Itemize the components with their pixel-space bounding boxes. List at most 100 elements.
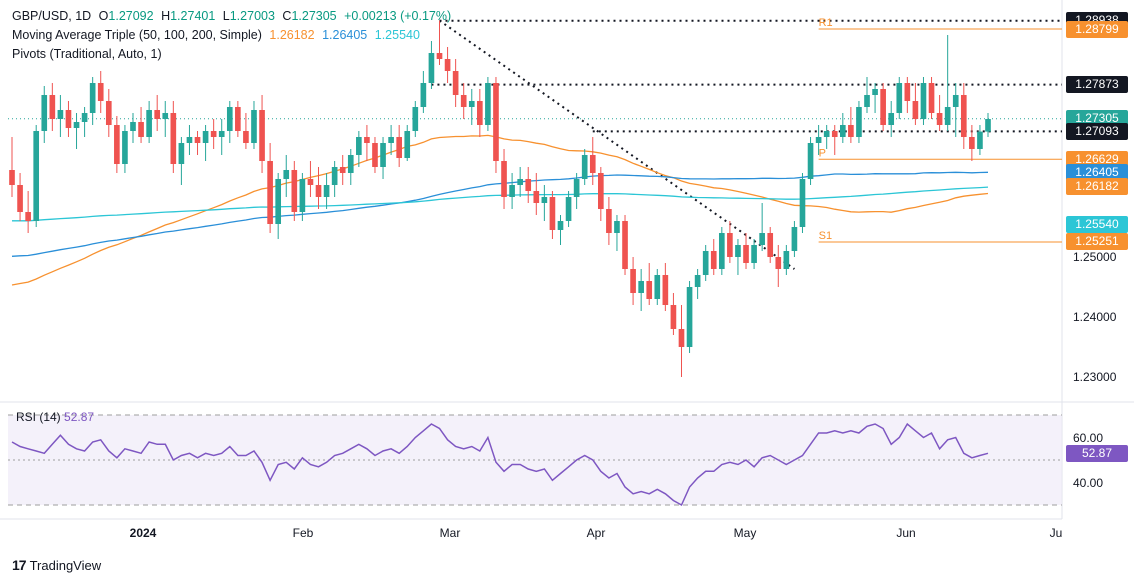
price-tick-label: 1.23000 [1073,370,1117,384]
candle-up [783,251,790,269]
candle-up [654,275,661,299]
downtrend-line [438,19,795,270]
time-tick-label: Feb [292,526,314,540]
candle-up [404,131,411,158]
candle-up [823,131,830,137]
candle-down [194,137,201,143]
candle-up [130,122,136,131]
candle-down [235,107,241,131]
candle-up [735,245,741,257]
open-value: 1.27092 [108,9,154,23]
change-value: +0.00213 (+0.17%) [344,9,452,23]
candle-down [267,161,273,224]
ma200-value: 1.25540 [374,28,420,42]
candle-up [541,197,548,203]
pivot-label-p: P [819,147,826,159]
close-label: C [282,9,292,23]
candle-down [710,251,717,269]
candle-down [396,137,402,158]
candle-down [65,110,72,128]
ohlc-legend: GBP/USD, 1D O1.27092 H1.27401 L1.27003 C… [12,9,455,23]
candle-up [162,113,169,119]
candle-down [646,281,653,299]
candle-up [186,137,193,143]
candle-up [702,251,709,275]
candle-up [517,179,523,185]
pivots-legend: Pivots (Traditional, Auto, 1) [12,47,166,61]
candle-down [533,191,540,203]
candle-up [557,221,564,230]
candle-down [114,125,120,164]
time-tick-label: May [733,526,757,540]
candle-up [283,170,290,179]
high-label: H [161,9,171,23]
candle-up [218,131,225,137]
candle-down [831,131,838,137]
candle-up [856,107,862,137]
time-tick-label: 2024 [129,526,157,540]
candle-up [694,275,701,287]
candle-down [291,170,298,212]
candle-up [759,233,765,245]
candle-down [880,89,886,125]
candle-up [73,122,80,128]
ma-label: Moving Average Triple (50, 100, 200, Sim… [12,28,262,42]
candle-down [969,137,975,149]
rsi-label: RSI (14) [16,410,61,424]
candle-up [944,107,951,125]
ma100-line [11,171,989,257]
candle-down [170,113,177,164]
candle-up [428,53,435,83]
rsi-line [11,422,989,507]
candle-up [952,95,959,107]
candle-up [468,101,475,107]
candle-up [686,287,693,347]
candle-up [412,107,419,131]
candle-down [904,83,911,101]
price-badge: 1.27873 [1066,76,1128,94]
candle-down [775,257,782,269]
open-label: O [98,9,109,23]
candle-up [380,143,386,167]
tradingview-logo[interactable]: 17 TradingView [12,557,101,573]
candle-down [493,83,499,161]
tradingview-mark-icon: 17 [12,557,27,573]
candle-up [356,137,362,155]
candle-down [105,101,112,125]
candle-up [638,281,644,293]
pivot-label-r1: R1 [819,17,833,29]
price-badge: 1.28799 [1066,20,1128,38]
candle-down [444,59,451,71]
ma100-value: 1.26405 [322,28,368,42]
candle-down [630,269,636,293]
candle-down [670,305,677,329]
candle-up [815,137,822,143]
time-tick-label: Ju [1049,526,1063,540]
symbol-label: GBP/USD, 1D [12,9,92,23]
candle-down [259,110,265,161]
candle-down [848,125,854,137]
candle-up [985,119,991,132]
candle-down [436,53,443,59]
candle-up [509,185,515,197]
rsi-value-badge: 52.87 [1066,445,1128,463]
candle-down [138,122,144,137]
candle-up [751,245,757,263]
candle-up [275,179,282,224]
candle-up [799,179,806,227]
candle-up [178,143,185,164]
candle-down [97,83,104,101]
candle-down [154,110,161,119]
ma200-line [12,186,989,222]
price-badge: 1.26405 [1066,164,1128,182]
candle-up [791,227,798,251]
candle-down [25,212,31,221]
close-value: 1.27305 [291,9,337,23]
candle-up [573,179,580,197]
candle-up [122,131,128,164]
candle-up [388,137,394,143]
candle-up [872,89,878,95]
ma50-value: 1.26182 [269,28,315,42]
candle-up [89,83,96,113]
